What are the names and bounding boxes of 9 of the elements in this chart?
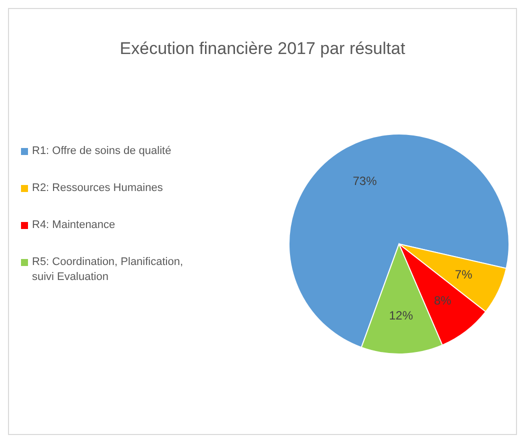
data-label: 73% (352, 174, 378, 188)
data-label: 8% (434, 294, 452, 308)
legend-label: R5: Coordination, Planification, suivi Evaluation (32, 255, 184, 285)
data-label: 7% (454, 268, 473, 282)
legend-label: R4: Maintenance (32, 218, 116, 233)
legend-label: R1: Offre de soins de qualité (32, 144, 172, 159)
legend-label: R2: Ressources Humaines (32, 181, 163, 196)
chart-title: Exécution financière 2017 par résultat (118, 38, 406, 59)
data-label: 12% (388, 308, 414, 322)
